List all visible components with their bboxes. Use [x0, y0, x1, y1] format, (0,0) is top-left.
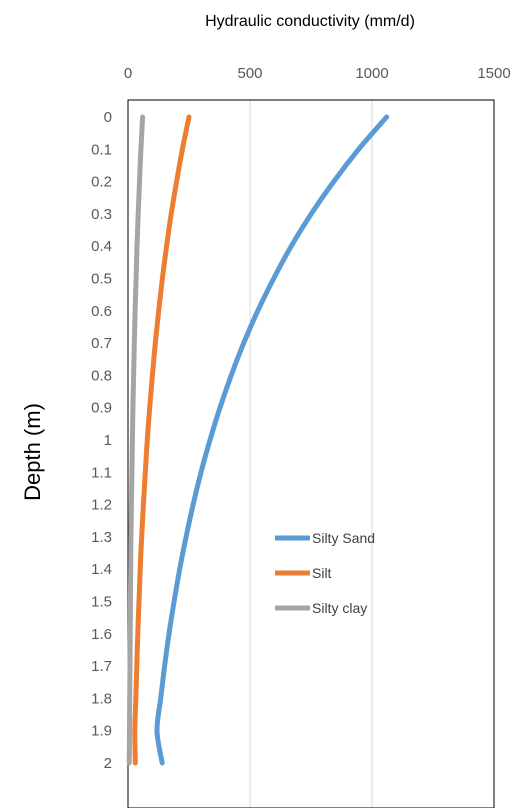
y-tick-label: 0.3	[91, 206, 112, 223]
y-axis-title: Depth (m)	[20, 403, 45, 501]
y-tick-label: 0.7	[91, 335, 112, 352]
y-tick-label: 1.9	[91, 723, 112, 740]
x-tick-label: 1000	[355, 65, 388, 82]
x-tick-label: 0	[124, 65, 132, 82]
y-tick-label: 1.5	[91, 594, 112, 611]
y-tick-label: 0.8	[91, 367, 112, 384]
y-tick-label: 0.6	[91, 303, 112, 320]
y-tick-label: 0.2	[91, 174, 112, 191]
y-tick-label: 1.6	[91, 626, 112, 643]
y-tick-label: 2	[104, 755, 112, 772]
series-line-silty-sand	[154, 114, 390, 766]
legend-label: Silt	[312, 565, 332, 581]
y-axis-ticks: 0 0.1 0.2 0.3 0.4 0.5 0.6 0.7 0.8 0.9 1 1.1 1.2 1.3 1.…	[91, 109, 112, 772]
legend-label: Silty clay	[312, 600, 367, 616]
y-tick-label: 1.8	[91, 690, 112, 707]
series-line-silt	[132, 114, 192, 766]
y-tick-label: 0.4	[91, 238, 112, 255]
y-tick-label: 1.2	[91, 497, 112, 514]
y-tick-label: 1.4	[91, 561, 112, 578]
x-axis-title: Hydraulic conductivity (mm/d)	[205, 13, 415, 30]
gridlines	[249, 100, 373, 808]
legend-label: Silty Sand	[312, 530, 375, 546]
y-tick-label: 0.5	[91, 271, 112, 288]
plot-area-border	[127, 99, 495, 808]
x-tick-label: 1500	[477, 65, 510, 82]
y-tick-label: 1.3	[91, 529, 112, 546]
series-line-silty-clay	[126, 114, 146, 766]
x-axis-ticks: 0 500 1000 1500	[124, 65, 511, 82]
x-tick-label: 500	[237, 65, 262, 82]
y-tick-label: 0.1	[91, 141, 112, 158]
y-tick-label: 1.1	[91, 464, 112, 481]
y-tick-label: 1.7	[91, 658, 112, 675]
y-tick-label: 0	[104, 109, 112, 126]
series-lines	[126, 114, 390, 766]
legend: Silty Sand Silt Silty clay	[275, 530, 375, 616]
y-tick-label: 0.9	[91, 400, 112, 417]
y-tick-label: 1	[104, 432, 112, 449]
